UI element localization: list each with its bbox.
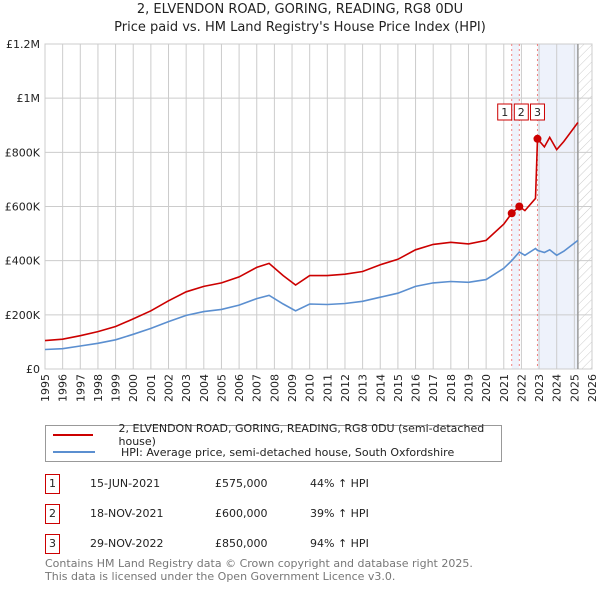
x-tick-label: 2000 — [127, 374, 140, 402]
x-tick-label: 2022 — [515, 374, 528, 402]
sale-date: 29-NOV-2022 — [90, 537, 164, 550]
copyright-text: Contains HM Land Registry data © Crown c… — [45, 557, 473, 570]
sale-label-box — [513, 103, 529, 121]
legend-label: 2, ELVENDON ROAD, GORING, READING, RG8 0… — [118, 422, 485, 448]
x-tick-label: 1998 — [92, 374, 105, 402]
licence-text: This data is licensed under the Open Gov… — [45, 570, 396, 583]
red-line-swatch — [53, 434, 93, 436]
x-tick-label: 2009 — [286, 374, 299, 402]
x-tick-label: 2021 — [498, 374, 511, 402]
sale-point — [533, 134, 542, 143]
sale-number: 2 — [45, 504, 60, 524]
x-tick-label: 2007 — [251, 374, 264, 402]
x-tick-label: 1999 — [110, 374, 123, 402]
sale-price: £575,000 — [215, 477, 268, 490]
x-tick-label: 2004 — [198, 374, 211, 402]
y-tick-label: £1.2M — [6, 38, 40, 51]
x-tick-label: 2001 — [145, 374, 158, 402]
footer: Contains HM Land Registry data © Crown c… — [45, 557, 473, 583]
x-tick-label: 2003 — [180, 374, 193, 402]
sale-hpi-change: 94% ↑ HPI — [310, 537, 369, 550]
x-tick-label: 2019 — [462, 374, 475, 402]
y-tick-label: £600K — [5, 201, 41, 214]
hpi-line — [44, 239, 579, 351]
x-tick-label: 2024 — [551, 374, 564, 402]
sale-row: 2 18-NOV-2021 £600,000 39% ↑ HPI — [45, 504, 505, 524]
blue-line-swatch — [53, 451, 95, 453]
x-tick-label: 1995 — [39, 374, 52, 402]
sale-point — [507, 209, 516, 218]
x-tick-label: 2017 — [427, 374, 440, 402]
sale-label: 1 — [501, 106, 508, 119]
sale-label-box — [529, 103, 545, 121]
sale-price: £850,000 — [215, 537, 268, 550]
x-tick-label: 2011 — [321, 374, 334, 402]
x-tick-label: 2012 — [339, 374, 352, 402]
x-tick-label: 2006 — [233, 374, 246, 402]
x-tick-label: 2013 — [357, 374, 370, 402]
y-tick-label: £400K — [5, 255, 41, 268]
sale-point — [515, 202, 524, 211]
legend-item-hpi: HPI: Average price, semi-detached house,… — [46, 444, 454, 460]
sale-hpi-change: 39% ↑ HPI — [310, 507, 369, 520]
x-tick-label: 2014 — [374, 374, 387, 402]
sale-hpi-change: 44% ↑ HPI — [310, 477, 369, 490]
legend-label: HPI: Average price, semi-detached house,… — [121, 445, 455, 459]
chart-subtitle: Price paid vs. HM Land Registry's House … — [114, 20, 486, 35]
x-tick-label: 2002 — [163, 374, 176, 402]
property-price-line — [44, 122, 579, 342]
x-tick-label: 2023 — [533, 374, 546, 402]
sale-date: 18-NOV-2021 — [90, 507, 164, 520]
sale-number: 1 — [45, 474, 60, 494]
y-tick-label: £1M — [17, 92, 41, 105]
x-tick-label: 1997 — [74, 374, 87, 402]
legend: 2, ELVENDON ROAD, GORING, READING, RG8 0… — [45, 422, 502, 462]
x-tick-label: 2005 — [215, 374, 228, 402]
sale-number: 3 — [45, 534, 60, 554]
x-tick-label: 2008 — [268, 374, 281, 402]
y-tick-label: £200K — [5, 309, 41, 322]
x-tick-label: 2025 — [568, 374, 581, 402]
y-tick-label: £0 — [26, 363, 40, 376]
x-tick-label: 2016 — [410, 374, 423, 402]
price-chart: 1995 1996 1997 1998 1999 2000 2001 2002 2003 2004… — [5, 38, 599, 402]
sale-row: 1 15-JUN-2021 £575,000 44% ↑ HPI — [45, 474, 505, 494]
x-tick-label: 2010 — [304, 374, 317, 402]
x-tick-label: 2018 — [445, 374, 458, 402]
chart-title: 2, ELVENDON ROAD, GORING, READING, RG8 0… — [136, 2, 464, 17]
sale-label: 2 — [518, 106, 525, 119]
sale-label: 3 — [534, 106, 541, 119]
x-tick-label: 1996 — [57, 374, 70, 402]
sale-label-box — [497, 103, 513, 121]
x-tick-label: 2020 — [480, 374, 493, 402]
sale-date: 15-JUN-2021 — [90, 477, 161, 490]
x-tick-label: 2026 — [586, 374, 599, 402]
sale-row: 3 29-NOV-2022 £850,000 94% ↑ HPI — [45, 534, 505, 554]
legend-item-property: 2, ELVENDON ROAD, GORING, READING, RG8 0… — [46, 422, 501, 448]
sale-price: £600,000 — [215, 507, 268, 520]
x-tick-label: 2015 — [392, 374, 405, 402]
y-tick-label: £800K — [5, 146, 41, 159]
